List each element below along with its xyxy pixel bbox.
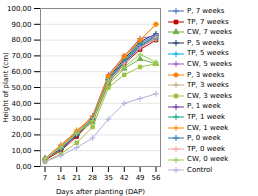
svg-text:80,00: 80,00 <box>11 36 31 44</box>
html-text:TP, 0 week: TP, 0 week <box>187 144 225 153</box>
html-text:P, 0 week: P, 0 week <box>187 134 221 143</box>
html-text:TP, 7 weeks: TP, 7 weeks <box>187 17 229 26</box>
svg-text:20,00: 20,00 <box>11 131 31 139</box>
svg-text:14: 14 <box>56 174 65 182</box>
svg-text:100,00: 100,00 <box>7 5 32 13</box>
svg-text:35: 35 <box>104 174 113 182</box>
html-text:TP, 1 week: TP, 1 week <box>187 112 225 121</box>
html-text:CW, 1 week: CW, 1 week <box>187 123 229 132</box>
svg-text:42: 42 <box>120 174 129 182</box>
svg-text:50,00: 50,00 <box>11 84 31 92</box>
svg-text:49: 49 <box>136 174 145 182</box>
html-text:P, 1 week: P, 1 week <box>187 102 221 111</box>
html-text:P, 5 weeks: P, 5 weeks <box>187 38 225 47</box>
svg-text:21: 21 <box>72 174 81 182</box>
html-text:TP, 5 weeks: TP, 5 weeks <box>187 49 229 58</box>
svg-text:70,00: 70,00 <box>11 52 31 60</box>
html-text:CW, 0 week: CW, 0 week <box>187 155 229 164</box>
html-text:CW, 5 weeks: CW, 5 weeks <box>187 60 232 68</box>
svg-text:10,00: 10,00 <box>11 147 31 155</box>
html-text:CW, 7 weeks: CW, 7 weeks <box>187 28 232 37</box>
svg-text:28: 28 <box>88 174 97 182</box>
svg-text:30,00: 30,00 <box>11 115 31 123</box>
html-text:P, 7 weeks: P, 7 weeks <box>187 7 225 15</box>
svg-text:60,00: 60,00 <box>11 68 31 76</box>
html-text:TP, 3 weeks: TP, 3 weeks <box>187 81 229 90</box>
svg-text:0,00: 0,00 <box>16 163 32 171</box>
svg-text:40,00: 40,00 <box>11 100 31 108</box>
svg-text:56: 56 <box>152 174 161 182</box>
svg-text:90,00: 90,00 <box>11 21 31 29</box>
html-text:P, 3 weeks: P, 3 weeks <box>187 70 225 79</box>
html-text:Control: Control <box>187 165 213 174</box>
svg-text:7: 7 <box>43 174 47 182</box>
svg-text:Height of plant (cm): Height of plant (cm) <box>2 52 10 123</box>
html-text:CW, 3 weeks: CW, 3 weeks <box>187 91 232 100</box>
svg-text:Days after planting (DAP): Days after planting (DAP) <box>56 188 145 196</box>
